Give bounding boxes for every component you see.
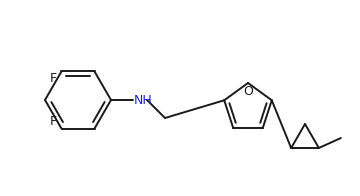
Text: F: F xyxy=(50,115,57,128)
Text: O: O xyxy=(243,84,253,97)
Text: NH: NH xyxy=(134,93,153,106)
Text: F: F xyxy=(50,72,57,85)
